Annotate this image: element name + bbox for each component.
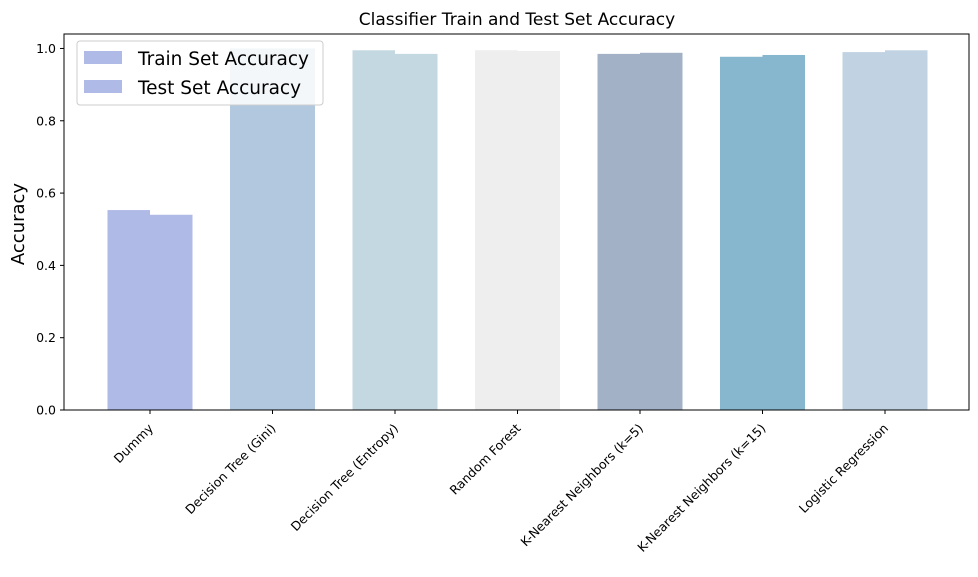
bar-train-6 [842, 52, 885, 410]
legend-swatch-test [84, 80, 122, 93]
bar-train-2 [352, 50, 395, 411]
y-tick-label: 0.6 [36, 186, 56, 201]
y-tick-label: 1.0 [36, 41, 56, 56]
y-ticks-group: 0.0 0.2 0.4 0.6 0.8 1.0 [36, 41, 64, 418]
bar-test-2 [395, 53, 438, 411]
bar-train-3 [475, 50, 518, 411]
bar-test-5 [762, 54, 805, 410]
y-tick-label: 0.4 [36, 258, 56, 273]
y-tick-label: 0.8 [36, 113, 56, 128]
bar-test-4 [640, 52, 683, 411]
bar-test-3 [517, 50, 560, 410]
legend-box [76, 40, 324, 106]
bar-train-4 [597, 53, 640, 411]
legend-swatch-train [84, 51, 122, 64]
y-tick-label: 0.2 [36, 330, 56, 345]
bar-train-1 [230, 48, 273, 410]
legend: Train Set Accuracy Test Set Accuracy [76, 40, 324, 106]
chart-title: Classifier Train and Test Set Accuracy [359, 10, 675, 30]
y-tick-label: 0.0 [36, 403, 56, 418]
bar-test-0 [150, 214, 193, 410]
plot-frame [63, 33, 970, 411]
bar-train-5 [720, 56, 763, 411]
legend-label-test: Test Set Accuracy [137, 78, 301, 99]
y-axis-label: Accuracy [8, 183, 29, 266]
bar-train-0 [107, 210, 150, 410]
bar-test-1 [272, 48, 315, 410]
legend-label-train: Train Set Accuracy [137, 49, 309, 70]
bars-group [107, 48, 928, 411]
bar-test-6 [885, 50, 928, 411]
